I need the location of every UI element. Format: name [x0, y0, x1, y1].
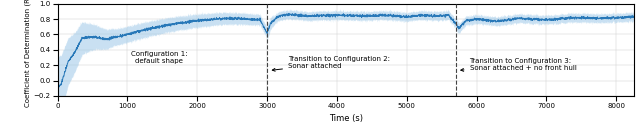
Text: Transition to Configuration 3:
Sonar attached + no front hull: Transition to Configuration 3: Sonar att… — [461, 58, 577, 71]
Text: Transition to Configuration 2:
Sonar attached: Transition to Configuration 2: Sonar att… — [272, 56, 390, 71]
X-axis label: Time (s): Time (s) — [328, 114, 363, 123]
Text: Configuration 1:
default shape: Configuration 1: default shape — [131, 51, 187, 64]
Y-axis label: Coefficient of Determination (R²): Coefficient of Determination (R²) — [24, 0, 31, 107]
